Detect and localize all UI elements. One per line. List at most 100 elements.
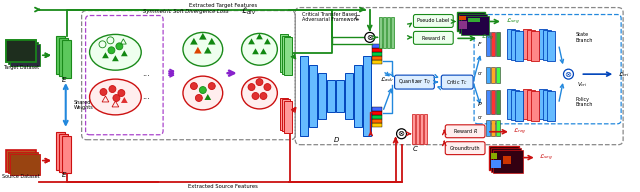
FancyBboxPatch shape bbox=[390, 17, 394, 48]
FancyBboxPatch shape bbox=[459, 13, 487, 33]
FancyBboxPatch shape bbox=[61, 136, 70, 174]
FancyBboxPatch shape bbox=[491, 90, 495, 114]
FancyBboxPatch shape bbox=[372, 123, 381, 127]
Circle shape bbox=[248, 84, 255, 91]
FancyBboxPatch shape bbox=[468, 17, 480, 22]
FancyBboxPatch shape bbox=[379, 17, 381, 48]
Text: Pseudo Label: Pseudo Label bbox=[417, 18, 449, 23]
Text: Symmetric Soft Divergence Loss: Symmetric Soft Divergence Loss bbox=[143, 9, 229, 14]
FancyBboxPatch shape bbox=[318, 73, 326, 119]
Text: $F$: $F$ bbox=[477, 40, 483, 48]
FancyBboxPatch shape bbox=[457, 12, 485, 31]
FancyBboxPatch shape bbox=[493, 150, 523, 174]
Circle shape bbox=[195, 94, 202, 101]
FancyBboxPatch shape bbox=[486, 120, 490, 136]
FancyBboxPatch shape bbox=[486, 90, 490, 114]
FancyBboxPatch shape bbox=[413, 31, 453, 44]
Text: Policy
Branch: Policy Branch bbox=[575, 97, 593, 107]
Text: or: or bbox=[477, 115, 483, 120]
Text: Extracted Source Features: Extracted Source Features bbox=[188, 185, 258, 190]
Text: $E$: $E$ bbox=[61, 170, 67, 179]
FancyBboxPatch shape bbox=[59, 38, 68, 76]
Circle shape bbox=[397, 129, 406, 139]
Polygon shape bbox=[190, 38, 198, 45]
FancyBboxPatch shape bbox=[284, 101, 292, 133]
Polygon shape bbox=[204, 94, 211, 100]
FancyBboxPatch shape bbox=[56, 132, 65, 170]
Circle shape bbox=[563, 69, 573, 79]
Text: Shared
Weights: Shared Weights bbox=[74, 99, 93, 110]
FancyBboxPatch shape bbox=[511, 90, 519, 120]
FancyBboxPatch shape bbox=[539, 89, 547, 119]
FancyBboxPatch shape bbox=[515, 31, 523, 61]
Text: $\mathcal{L}_{reg}$: $\mathcal{L}_{reg}$ bbox=[481, 33, 495, 43]
FancyBboxPatch shape bbox=[459, 22, 467, 29]
FancyBboxPatch shape bbox=[282, 36, 291, 74]
Circle shape bbox=[113, 94, 120, 101]
Ellipse shape bbox=[241, 33, 277, 65]
Circle shape bbox=[208, 83, 215, 89]
FancyBboxPatch shape bbox=[61, 40, 70, 78]
FancyBboxPatch shape bbox=[547, 31, 554, 61]
FancyBboxPatch shape bbox=[445, 142, 485, 155]
FancyBboxPatch shape bbox=[280, 34, 288, 72]
FancyBboxPatch shape bbox=[363, 56, 371, 136]
FancyBboxPatch shape bbox=[547, 91, 554, 121]
Polygon shape bbox=[199, 33, 207, 40]
FancyBboxPatch shape bbox=[507, 29, 515, 59]
FancyBboxPatch shape bbox=[372, 60, 381, 64]
Polygon shape bbox=[248, 38, 255, 44]
FancyBboxPatch shape bbox=[461, 16, 489, 35]
FancyBboxPatch shape bbox=[491, 148, 521, 171]
Text: or: or bbox=[477, 71, 483, 76]
FancyBboxPatch shape bbox=[372, 52, 381, 56]
FancyBboxPatch shape bbox=[6, 150, 36, 171]
Text: $\mathcal{L}_{div}$: $\mathcal{L}_{div}$ bbox=[241, 6, 256, 17]
Circle shape bbox=[365, 32, 374, 42]
Text: Critical Transfer Based
Adversarial Framework: Critical Transfer Based Adversarial Fram… bbox=[302, 12, 359, 22]
FancyBboxPatch shape bbox=[354, 65, 362, 127]
Circle shape bbox=[256, 79, 263, 86]
Text: $D$: $D$ bbox=[333, 135, 340, 144]
FancyBboxPatch shape bbox=[491, 160, 501, 168]
Polygon shape bbox=[252, 48, 259, 54]
Text: Target Dataset: Target Dataset bbox=[3, 65, 39, 70]
FancyBboxPatch shape bbox=[372, 44, 381, 48]
Text: Reward $R$: Reward $R$ bbox=[421, 34, 446, 42]
FancyBboxPatch shape bbox=[442, 75, 473, 89]
Circle shape bbox=[264, 84, 271, 91]
FancyBboxPatch shape bbox=[539, 29, 547, 59]
Text: $\otimes$: $\otimes$ bbox=[397, 129, 406, 138]
Text: $\mathcal{L}_{reg}$: $\mathcal{L}_{reg}$ bbox=[513, 127, 526, 137]
Polygon shape bbox=[208, 38, 216, 45]
Circle shape bbox=[108, 47, 115, 54]
FancyBboxPatch shape bbox=[372, 115, 381, 119]
Text: $C$: $C$ bbox=[412, 144, 419, 153]
FancyBboxPatch shape bbox=[491, 153, 497, 159]
FancyBboxPatch shape bbox=[395, 75, 435, 89]
FancyBboxPatch shape bbox=[543, 90, 550, 120]
Polygon shape bbox=[102, 52, 109, 58]
Text: Source Dataset: Source Dataset bbox=[2, 175, 40, 180]
Circle shape bbox=[100, 89, 107, 95]
FancyBboxPatch shape bbox=[412, 114, 415, 144]
FancyBboxPatch shape bbox=[507, 89, 515, 119]
Text: $C$: $C$ bbox=[355, 13, 361, 22]
FancyBboxPatch shape bbox=[413, 15, 453, 27]
Circle shape bbox=[118, 89, 125, 97]
Polygon shape bbox=[256, 33, 263, 39]
Polygon shape bbox=[112, 55, 119, 61]
FancyBboxPatch shape bbox=[6, 40, 36, 62]
FancyBboxPatch shape bbox=[420, 114, 424, 144]
FancyBboxPatch shape bbox=[336, 80, 344, 112]
FancyBboxPatch shape bbox=[8, 152, 38, 174]
Text: $P$: $P$ bbox=[477, 100, 483, 108]
Text: $V_{cri}$: $V_{cri}$ bbox=[577, 80, 588, 89]
Polygon shape bbox=[121, 50, 128, 56]
Text: $\otimes$: $\otimes$ bbox=[564, 70, 573, 79]
Ellipse shape bbox=[90, 79, 141, 115]
Text: Groundtruth: Groundtruth bbox=[450, 146, 481, 151]
Text: $\mathcal{L}_{seg}$: $\mathcal{L}_{seg}$ bbox=[539, 152, 552, 163]
FancyBboxPatch shape bbox=[515, 91, 523, 121]
FancyBboxPatch shape bbox=[531, 91, 539, 121]
